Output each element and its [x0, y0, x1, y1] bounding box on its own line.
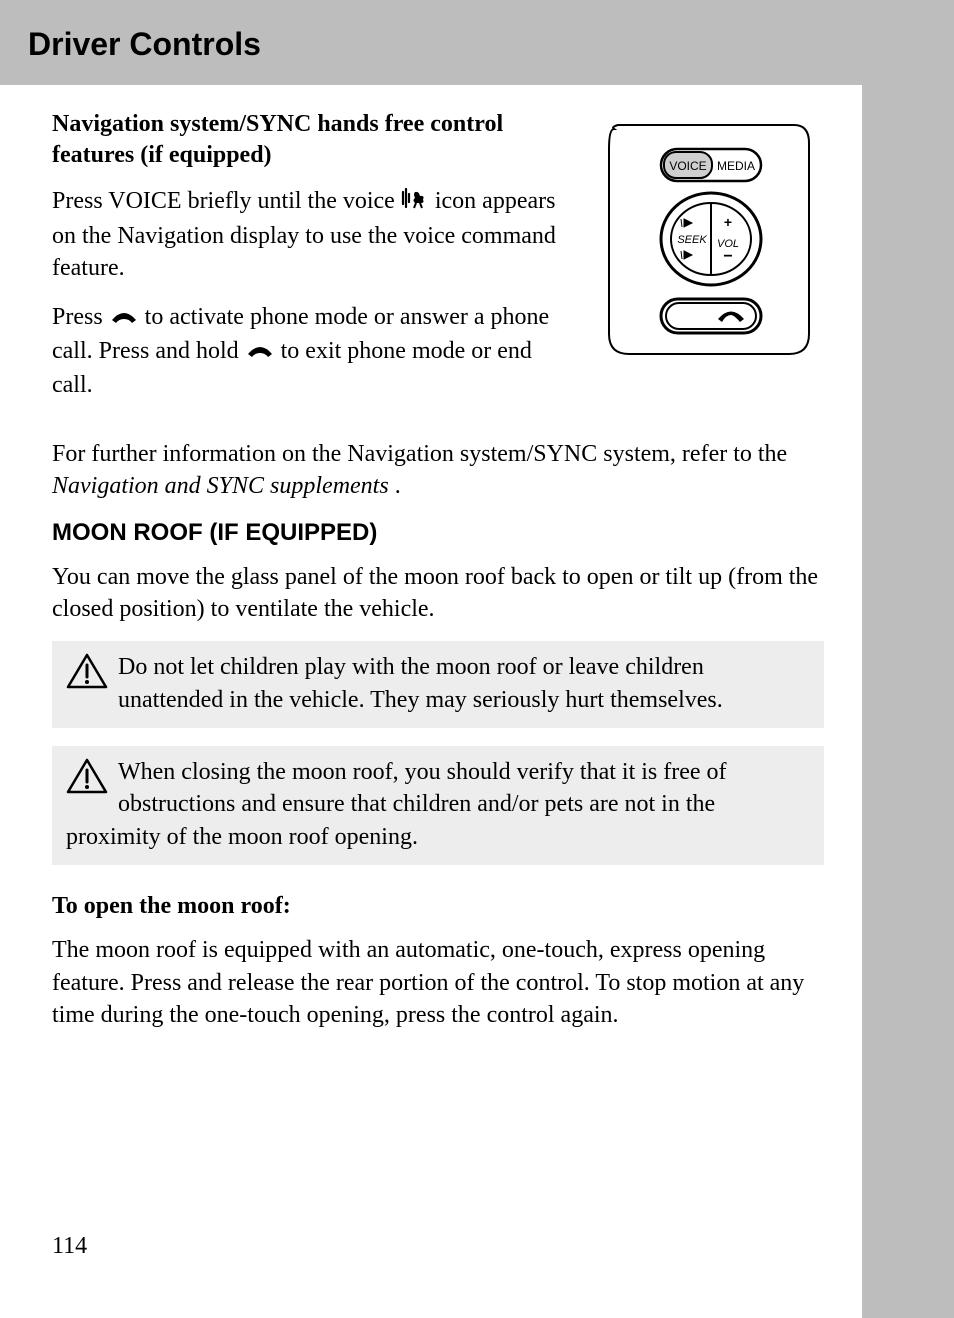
phone-icon — [109, 303, 139, 335]
paragraph: Press to activate phone mode or answer a… — [52, 301, 558, 402]
warning-box: Do not let children play with the moon r… — [52, 641, 824, 728]
warning-box: When closing the moon roof, you should v… — [52, 746, 824, 865]
paragraph: You can move the glass panel of the moon… — [52, 561, 824, 626]
text-run: Press — [52, 304, 109, 330]
page-title: Driver Controls — [28, 26, 862, 63]
section-heading: Navigation system/SYNC hands free contro… — [52, 109, 558, 171]
media-label: MEDIA — [717, 159, 755, 173]
phone-icon — [245, 337, 275, 369]
text-run: Press VOICE briefly until the voice — [52, 188, 401, 214]
warning-icon — [66, 653, 108, 700]
steering-control-diagram: VOICE MEDIA SEEK VOL + − — [584, 109, 824, 418]
paragraph: The moon roof is equipped with an automa… — [52, 934, 824, 1031]
warning-icon — [66, 758, 108, 805]
top-columns: Navigation system/SYNC hands free contro… — [52, 109, 824, 418]
paragraph: Press VOICE briefly until the voice icon… — [52, 185, 558, 284]
plus-label: + — [724, 214, 732, 230]
minus-label: − — [723, 248, 732, 265]
left-column: Navigation system/SYNC hands free contro… — [52, 109, 558, 418]
page-number: 114 — [52, 1233, 87, 1260]
text-run: For further information on the Navigatio… — [52, 441, 787, 467]
warning-text: When closing the moon roof, you should v… — [66, 759, 727, 850]
text-run: . — [395, 473, 401, 499]
warning-text: Do not let children play with the moon r… — [118, 654, 723, 712]
page: Driver Controls Navigation system/SYNC h… — [0, 0, 862, 1318]
header-bar: Driver Controls — [0, 0, 862, 85]
sub-heading: To open the moon roof: — [52, 893, 824, 920]
voice-label: VOICE — [669, 159, 706, 173]
content-area: Navigation system/SYNC hands free contro… — [0, 85, 862, 1031]
paragraph: For further information on the Navigatio… — [52, 438, 824, 503]
seek-label: SEEK — [677, 234, 707, 246]
voice-icon — [401, 186, 429, 219]
emphasis: Navigation and SYNC supplements — [52, 473, 389, 499]
section-heading: MOON ROOF (IF EQUIPPED) — [52, 519, 824, 547]
